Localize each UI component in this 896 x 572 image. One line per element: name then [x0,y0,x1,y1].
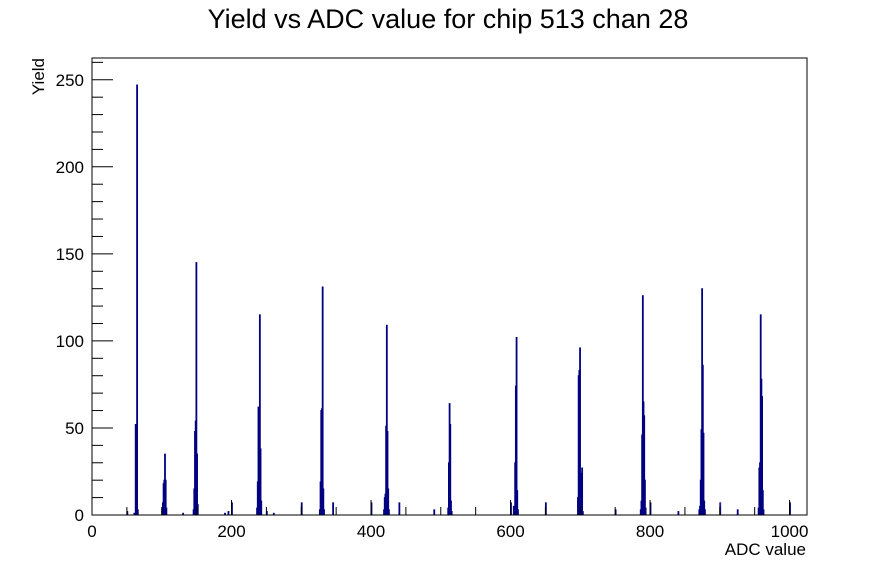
y-tick-label: 200 [56,158,84,177]
y-tick-label: 50 [65,419,84,438]
histogram-bin [196,504,199,516]
histogram-bin [136,509,139,516]
x-tick-label: 200 [217,522,245,541]
histogram-bin [762,509,765,516]
y-axis-label: Yield [29,58,48,95]
histogram-bin [704,509,706,516]
y-tick-label: 0 [75,506,84,525]
histogram-bin [321,286,324,516]
y-tick-label: 150 [56,245,84,264]
histogram-bin [227,511,230,516]
histogram-bin [736,509,739,516]
histogram-bin [323,509,325,516]
histogram-bin [433,509,436,516]
chart-title: Yield vs ADC value for chip 513 chan 28 [208,4,689,34]
x-tick-label: 400 [357,522,385,541]
histogram-bin [388,509,390,516]
histogram-bin [581,511,584,516]
axes-layer [91,57,808,516]
histogram-bin [677,511,680,516]
histogram-bin [644,507,647,516]
bars-layer [126,84,791,516]
histogram-bin [398,502,401,516]
histogram-bin [517,509,519,516]
x-tick-label: 600 [496,522,524,541]
histogram-bin [165,507,168,516]
ticks-layer: 0 200 400 600 800 1000 0 50 100 150 200 250 [56,61,809,541]
x-tick-label: 800 [636,522,664,541]
histogram-bin [515,336,518,516]
x-axis-label: ADC value [725,540,806,559]
histogram-bin [581,467,584,516]
histogram-bin [136,84,138,516]
histogram-bin [450,511,453,516]
x-tick-label: 0 [87,522,96,541]
y-tick-label: 100 [56,332,84,351]
plot-frame [91,57,808,516]
y-tick-label: 250 [56,71,84,90]
x-tick-label: 1000 [771,522,809,541]
histogram-bin [260,500,263,516]
histogram-bin [332,502,335,516]
